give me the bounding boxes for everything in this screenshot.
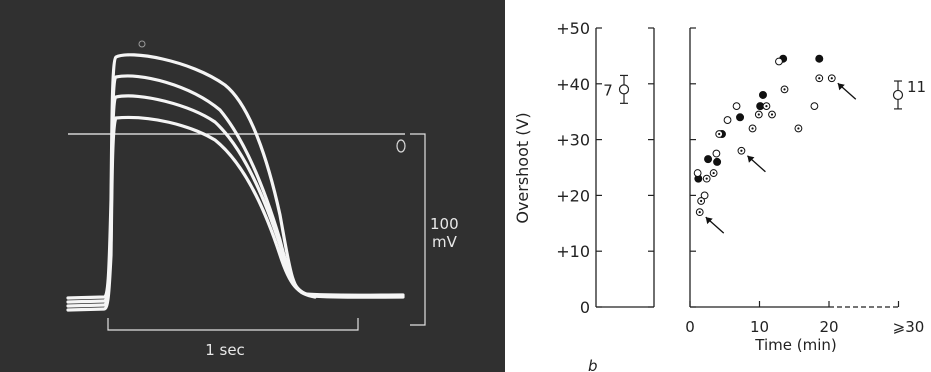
arrow-markers	[705, 82, 857, 234]
data-point-dotted-center	[712, 171, 715, 175]
data-point-dotted-center	[818, 77, 821, 80]
right-group-label: 11	[907, 78, 926, 96]
arrow-head	[705, 217, 713, 225]
x-tick-label: 0	[685, 318, 695, 336]
time-scale-bar	[107, 318, 359, 331]
data-point-dotted-center	[751, 127, 754, 130]
mean-marker	[618, 84, 630, 95]
data-point-filled	[704, 155, 713, 164]
data-point-dotted-center	[765, 105, 768, 108]
data-point-filled	[758, 90, 767, 99]
y-tick-label: +20	[556, 186, 590, 205]
data-point-open	[693, 169, 702, 177]
data-point-filled	[713, 157, 722, 166]
mean-marker	[892, 89, 904, 101]
arrow-head	[747, 155, 755, 163]
x-tick-label: 20	[819, 318, 838, 336]
data-point-dotted-center	[705, 177, 708, 180]
x-axis-label: Time (min)	[754, 336, 836, 354]
data-point-open	[775, 57, 783, 66]
voltage-scale-unit: mV	[432, 233, 458, 251]
y-tick-label: +10	[556, 242, 590, 261]
data-points	[693, 54, 836, 217]
data-point-dotted-center	[783, 88, 786, 91]
x-tick-label: 10	[750, 318, 769, 336]
y-tick-label: +30	[556, 131, 590, 150]
voltage-scale-value: 100	[430, 215, 459, 233]
data-point-filled	[815, 54, 824, 63]
action-potential-traces	[66, 53, 405, 312]
arrow-head	[837, 83, 845, 91]
y-tick-label: 0	[580, 298, 590, 317]
data-point-dotted-center	[830, 77, 833, 80]
left-group-mean	[618, 74, 630, 104]
right-group-mean	[892, 80, 904, 110]
time-scale-label: 1 sec	[205, 341, 245, 359]
data-point-dotted-center	[740, 149, 743, 152]
data-point-dotted-center	[757, 113, 760, 116]
photo-speck	[138, 40, 146, 48]
oscilloscope-photo: 100 mV 1 sec	[0, 0, 505, 372]
photo-speck	[396, 139, 406, 153]
data-point-dotted-center	[770, 113, 774, 116]
data-point-open	[810, 102, 819, 111]
x-axis-ticks: 0 10 20 ⩾30	[685, 301, 924, 336]
data-point-open	[732, 102, 741, 111]
y-axis-label: Overshoot (V)	[513, 112, 532, 223]
x-tick-label: ⩾30	[893, 318, 925, 336]
y-axis-ticks: 0 +10 +20 +30 +40 +50	[556, 19, 696, 317]
data-point-dotted-center	[797, 127, 800, 130]
data-point-open	[700, 191, 709, 200]
voltage-scale-bar	[410, 133, 426, 326]
data-point-dotted-center	[698, 211, 701, 214]
y-tick-label: +50	[556, 19, 590, 38]
y-tick-label: +40	[556, 75, 590, 94]
data-point-open	[712, 149, 721, 158]
data-point-open	[723, 116, 732, 124]
data-point-filled	[736, 113, 745, 122]
left-group-label: 7	[603, 81, 613, 99]
data-point-dotted-center	[718, 132, 721, 136]
data-point-dotted-center	[700, 199, 703, 203]
overshoot-chart: Overshoot (V) 0 +10 +20 +30 +40 +50 7 0 10 20 ⩾3…	[513, 19, 926, 372]
panel-label: b	[588, 357, 598, 372]
